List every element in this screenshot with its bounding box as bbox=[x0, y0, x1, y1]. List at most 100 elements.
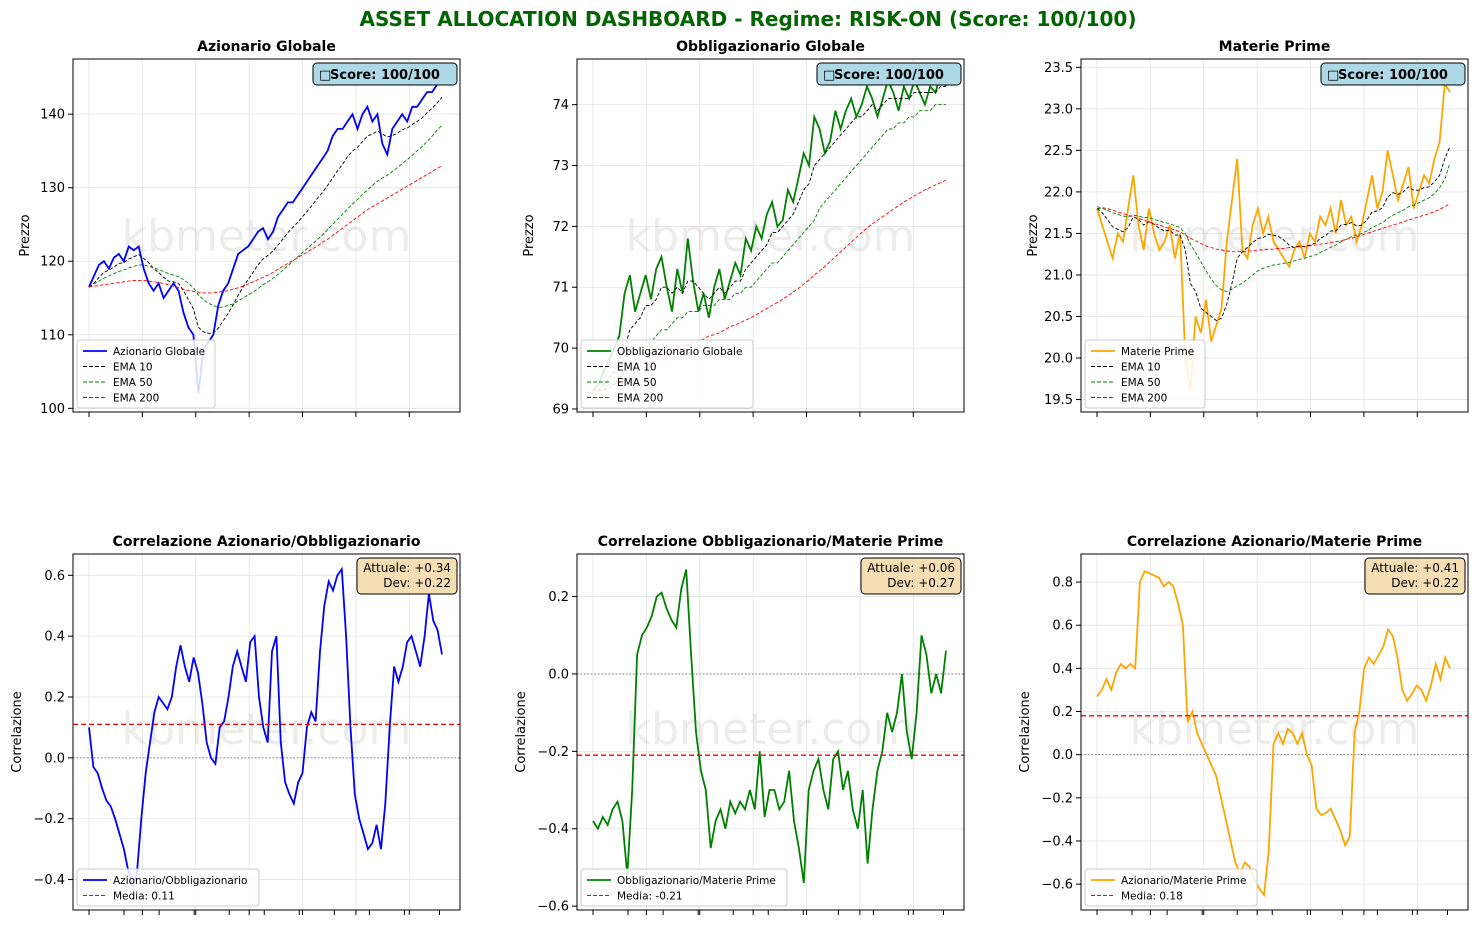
y-axis-label: Prezzo bbox=[18, 214, 33, 256]
legend-entry: EMA 10 bbox=[617, 362, 657, 374]
legend-box bbox=[1084, 868, 1258, 907]
plot-frame bbox=[1080, 58, 1469, 413]
y-tick-label: −0.4 bbox=[537, 822, 569, 837]
series-line-1 bbox=[88, 76, 443, 394]
series-line-1 bbox=[592, 569, 947, 884]
y-tick-label: 20.0 bbox=[1044, 352, 1073, 367]
legend-entry: Azionario Globale bbox=[113, 346, 205, 358]
legend-entry: EMA 200 bbox=[113, 393, 159, 405]
legend-entry: Media: 0.11 bbox=[113, 891, 175, 903]
y-tick-label: 20.5 bbox=[1044, 310, 1073, 325]
y-tick-label: 21.0 bbox=[1044, 268, 1073, 283]
watermark: kbmeter.com bbox=[122, 704, 412, 755]
y-axis-label: Correlazione bbox=[1018, 691, 1033, 772]
y-tick-label: 0.0 bbox=[44, 751, 65, 766]
plot-frame bbox=[1080, 553, 1469, 911]
y-tick-label: −0.2 bbox=[1041, 791, 1073, 806]
y-tick-label: 23.0 bbox=[1044, 102, 1073, 117]
legend-entry: Obbligazionario Globale bbox=[617, 346, 742, 358]
legend-box bbox=[580, 339, 754, 409]
chart-title: Azionario Globale bbox=[197, 39, 336, 55]
y-tick-label: 0.2 bbox=[548, 590, 569, 605]
stats-line: Dev: +0.22 bbox=[383, 576, 451, 590]
info-icon: □ bbox=[823, 68, 835, 83]
series-line-3 bbox=[1097, 162, 1451, 293]
stats-line: Attuale: +0.06 bbox=[867, 561, 955, 575]
y-axis-label: Correlazione bbox=[10, 691, 25, 772]
info-icon: □ bbox=[1327, 68, 1339, 83]
series-line-4 bbox=[1096, 203, 1451, 253]
stats-box bbox=[860, 557, 962, 595]
series-line-1 bbox=[1096, 81, 1451, 392]
legend-entry: EMA 50 bbox=[1121, 377, 1161, 389]
legend-entry: Obbligazionario/Materie Prime bbox=[617, 875, 776, 887]
series-line-1 bbox=[88, 566, 443, 889]
y-tick-label: 22.0 bbox=[1044, 185, 1073, 200]
legend-box bbox=[580, 868, 788, 907]
y-tick-label: −0.6 bbox=[1041, 878, 1073, 893]
legend-entry: Materie Prime bbox=[1121, 346, 1194, 358]
y-tick-label: 0.6 bbox=[1052, 619, 1073, 634]
legend-entry: Azionario/Materie Prime bbox=[1121, 875, 1247, 887]
y-tick-label: 140 bbox=[40, 108, 65, 123]
watermark: kbmeter.com bbox=[626, 704, 916, 755]
score-badge-label: Score: 100/100 bbox=[834, 68, 944, 83]
y-tick-label: −0.6 bbox=[537, 900, 569, 915]
series-line-2 bbox=[593, 85, 946, 392]
y-tick-label: 0.4 bbox=[44, 630, 65, 645]
legend-entry: EMA 50 bbox=[617, 377, 657, 389]
score-badge bbox=[312, 62, 458, 86]
chart-title: Correlazione Azionario/Materie Prime bbox=[1127, 534, 1422, 550]
plot-frame bbox=[72, 553, 461, 911]
y-tick-label: −0.4 bbox=[1041, 834, 1073, 849]
y-tick-label: 130 bbox=[40, 181, 65, 196]
watermark: kbmeter.com bbox=[1130, 211, 1420, 262]
y-tick-label: 0.2 bbox=[44, 691, 65, 706]
series-line-3 bbox=[88, 124, 443, 309]
score-badge-label: Score: 100/100 bbox=[1338, 68, 1448, 83]
legend-entry: Azionario/Obbligazionario bbox=[113, 875, 247, 887]
chart-panel-6: −0.6 −0.4 −0.2 0.0 0.2 0.4 0.6 0.8 kbmeter.com Co… bbox=[1018, 534, 1469, 915]
dashboard-title: ASSET ALLOCATION DASHBOARD - Regime: RIS… bbox=[360, 7, 1137, 31]
y-tick-label: 110 bbox=[40, 328, 65, 343]
y-tick-label: 69 bbox=[552, 402, 569, 417]
legend-entry: EMA 50 bbox=[113, 377, 153, 389]
stats-line: Dev: +0.22 bbox=[1391, 576, 1459, 590]
y-tick-label: −0.2 bbox=[537, 745, 569, 760]
stats-box bbox=[356, 557, 458, 595]
y-tick-label: 0.0 bbox=[548, 667, 569, 682]
legend-entry: EMA 200 bbox=[617, 393, 663, 405]
y-tick-label: 100 bbox=[40, 402, 65, 417]
legend-box bbox=[76, 868, 260, 907]
y-tick-label: 73 bbox=[552, 159, 569, 174]
y-tick-label: −0.2 bbox=[33, 812, 65, 827]
y-tick-label: 0.6 bbox=[44, 569, 65, 584]
series-line-4 bbox=[88, 165, 443, 294]
legend-entry: EMA 10 bbox=[1121, 362, 1161, 374]
chart-title: Obbligazionario Globale bbox=[676, 39, 865, 55]
stats-line: Attuale: +0.34 bbox=[363, 561, 451, 575]
y-tick-label: 22.5 bbox=[1044, 144, 1073, 159]
chart-title: Correlazione Obbligazionario/Materie Pri… bbox=[598, 534, 943, 550]
y-tick-label: 0.4 bbox=[1052, 662, 1073, 677]
y-tick-label: 72 bbox=[552, 220, 569, 235]
score-badge bbox=[1320, 62, 1466, 86]
y-axis-label: Prezzo bbox=[522, 214, 537, 256]
y-tick-label: 70 bbox=[552, 342, 569, 357]
y-tick-label: 19.5 bbox=[1044, 393, 1073, 408]
plot-frame bbox=[576, 553, 965, 911]
y-tick-label: 21.5 bbox=[1044, 227, 1073, 242]
y-tick-label: 23.5 bbox=[1044, 61, 1073, 76]
plot-frame bbox=[576, 58, 965, 413]
legend-entry: EMA 200 bbox=[1121, 393, 1167, 405]
legend-box bbox=[1084, 339, 1206, 409]
chart-title: Materie Prime bbox=[1219, 39, 1331, 55]
chart-panel-4: −0.4 −0.2 0.0 0.2 0.4 0.6 kbmeter.com Correlazi… bbox=[10, 534, 461, 915]
y-tick-label: 74 bbox=[552, 98, 569, 113]
y-tick-label: 71 bbox=[552, 281, 569, 296]
score-badge bbox=[816, 62, 962, 86]
